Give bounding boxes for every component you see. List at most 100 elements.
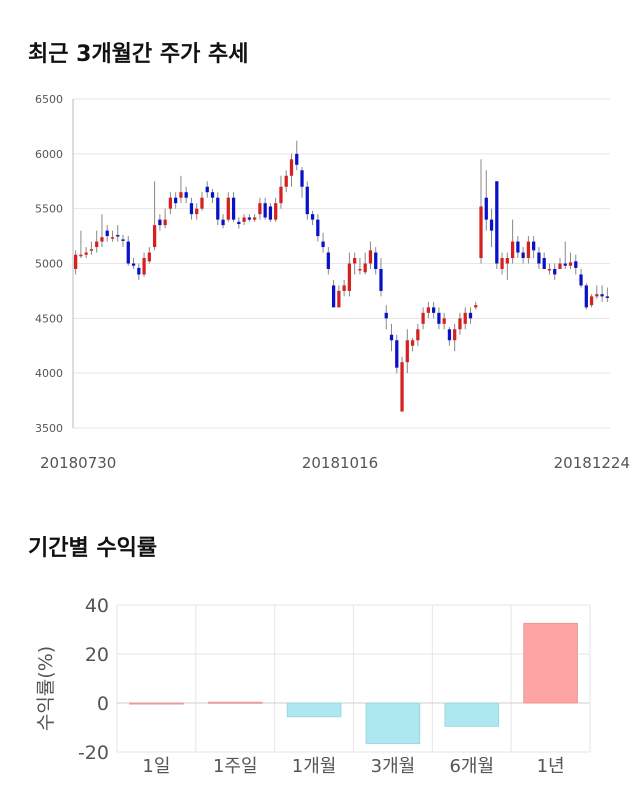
candle-body: [89, 249, 94, 251]
candle-body: [416, 329, 420, 341]
y-tick-label: 4500: [35, 312, 63, 325]
candle-body: [231, 197, 236, 220]
candle-body: [337, 290, 341, 308]
y-tick-label: 6500: [35, 93, 63, 106]
candle-body: [121, 239, 125, 241]
candle-body: [500, 258, 504, 269]
x-tick-label: 20180730: [40, 454, 116, 472]
candle-body: [437, 312, 441, 324]
candle-body: [137, 267, 141, 275]
returns-chart-title: 기간별 수익률: [28, 536, 158, 561]
x-tick-label: 20181016: [302, 454, 378, 472]
candle-body: [105, 230, 109, 237]
candle-body: [289, 159, 294, 176]
candle-body: [300, 170, 304, 187]
candle-body: [195, 208, 199, 215]
candle-body: [574, 261, 578, 268]
candle-body: [274, 203, 278, 220]
candle-body: [347, 263, 352, 291]
candle-body: [537, 252, 541, 264]
candle-body: [484, 197, 488, 220]
candle-body: [363, 263, 367, 273]
candle-body: [147, 252, 151, 262]
candle-body: [342, 285, 346, 291]
return-bar: [207, 701, 263, 704]
candle-body: [284, 175, 288, 187]
candle-body: [84, 252, 88, 255]
candle-body: [295, 153, 299, 165]
candle-body: [463, 312, 467, 324]
candle-body: [468, 312, 473, 319]
candle-body: [116, 234, 120, 237]
candle-body: [316, 219, 320, 237]
candle-body: [516, 241, 520, 253]
candle-body: [400, 362, 404, 412]
candle-body: [226, 197, 230, 220]
candle-body: [395, 340, 399, 368]
returns-bar-chart: 40 20 0 -20 1일 1주일 1개월 3개월 6개월 1년 수익률(%): [35, 595, 591, 777]
candle-body: [558, 263, 562, 269]
x-tick-label: 1일: [142, 756, 170, 777]
candle-body: [489, 219, 494, 231]
candle-body: [405, 340, 409, 363]
x-tick-label: 1개월: [292, 756, 337, 777]
candle-body: [389, 334, 394, 341]
candle-body: [474, 305, 478, 308]
candle-body: [595, 294, 599, 297]
x-tick-label: 6개월: [449, 756, 494, 777]
candle-body: [184, 192, 188, 198]
y-tick-label: -20: [78, 742, 109, 764]
candle-body: [442, 318, 446, 324]
candle-body: [221, 219, 225, 226]
candle-body: [200, 197, 204, 209]
x-tick-label: 3개월: [371, 756, 416, 777]
y-tick-label: 6000: [35, 148, 63, 161]
candle-body: [152, 225, 157, 248]
candle-body: [110, 237, 115, 239]
candle-body: [521, 252, 525, 259]
candle-body: [131, 263, 136, 266]
x-tick-label: 20181224: [554, 454, 630, 472]
candle-body: [305, 186, 309, 215]
x-tick-label: 1년: [537, 756, 565, 777]
candle-body: [210, 192, 215, 198]
y-tick-label: 40: [85, 595, 109, 617]
candle-body: [510, 241, 515, 259]
candle-body: [168, 197, 173, 209]
candle-body: [426, 307, 430, 313]
candle-body: [95, 241, 99, 248]
y-tick-label: 0: [97, 693, 109, 715]
candle-body: [216, 197, 220, 220]
return-bar: [523, 622, 578, 704]
candle-body: [495, 181, 499, 264]
candle-body: [179, 192, 183, 198]
y-tick-label: 4000: [35, 367, 63, 380]
candle-body: [384, 312, 388, 319]
candle-body: [258, 203, 262, 215]
candle-body: [368, 250, 373, 264]
candle-body: [479, 206, 483, 259]
candle-body: [432, 307, 436, 313]
candle-body: [263, 203, 267, 218]
price-chart-title: 최근 3개월간 주가 추세: [28, 42, 249, 67]
candle-body: [253, 217, 257, 220]
y-tick-label: 3500: [35, 422, 63, 435]
candlestick-chart: 3500 4000 4500 5000 5500 6000 6500 20180730 2018…: [35, 93, 630, 472]
return-bar: [444, 702, 500, 727]
candle-body: [310, 214, 315, 220]
candle-body: [600, 294, 604, 297]
candle-body: [589, 296, 594, 306]
candle-body: [142, 258, 146, 275]
candle-body: [353, 258, 357, 264]
candle-body: [237, 221, 241, 225]
candle-body: [158, 219, 162, 226]
candle-body: [584, 285, 588, 308]
candle-body: [268, 206, 273, 220]
candle-body: [568, 262, 573, 266]
candle-body: [189, 203, 194, 215]
candle-body: [542, 258, 546, 269]
candle-body: [126, 241, 130, 264]
candle-body: [205, 186, 209, 193]
candle-body: [563, 263, 567, 266]
y-tick-label: 20: [85, 644, 109, 666]
